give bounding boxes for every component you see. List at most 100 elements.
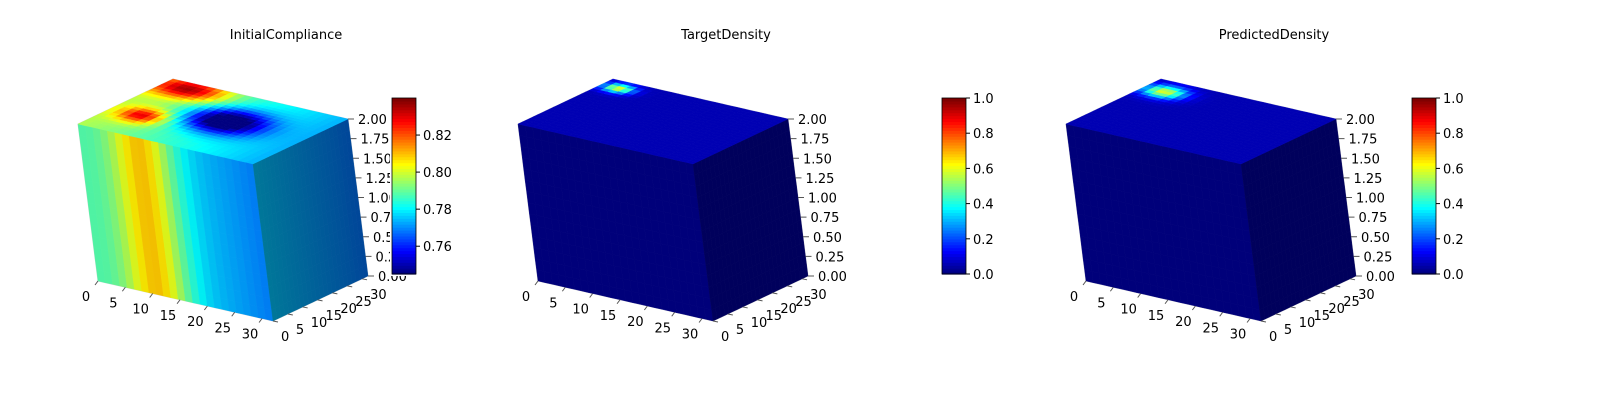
- colorbar-frame: [391, 97, 417, 275]
- colorbar-step: [392, 203, 416, 208]
- colorbar-step: [392, 100, 416, 105]
- colorbar-step: [392, 218, 416, 222]
- y-tick-label: 30: [810, 288, 827, 303]
- x-tick: [534, 280, 539, 286]
- colorbar-step: [392, 147, 416, 152]
- z-tick-label: 1.00: [1356, 192, 1385, 207]
- colorbar-step: [392, 177, 416, 181]
- colorbar-step: [392, 130, 416, 134]
- y-tick: [742, 306, 748, 309]
- colorbar-step: [392, 142, 416, 146]
- z-tick-label: 1.50: [1351, 152, 1380, 167]
- colorbar-step: [392, 109, 416, 114]
- z-tick-label: 2.00: [1346, 113, 1375, 128]
- colorbar-step: [392, 168, 416, 172]
- colorbar-step: [392, 115, 416, 120]
- colorbar-step: [392, 112, 416, 117]
- y-tick: [317, 299, 323, 302]
- y-tick: [1335, 285, 1341, 288]
- y-tick-label: 0: [1269, 330, 1277, 345]
- x-tick-label: 0: [522, 290, 530, 305]
- colorbar-tick-label: 0.2: [1443, 233, 1464, 248]
- colorbar-step: [392, 150, 416, 155]
- colorbar-step: [392, 197, 416, 202]
- colorbar-step: [392, 230, 416, 234]
- y-tick-label: 0: [281, 330, 289, 345]
- x-tick: [1191, 305, 1196, 311]
- x-tick: [258, 318, 263, 323]
- colorbar-step: [1412, 98, 1436, 102]
- colorbar-step: [392, 165, 416, 169]
- colorbar-step: [392, 98, 416, 102]
- x-tick-label: 5: [1097, 296, 1105, 311]
- colorbar-step: [392, 247, 416, 252]
- colorbar-step: [392, 156, 416, 161]
- colorbar-step: [392, 180, 416, 184]
- colorbar-step: [392, 253, 416, 257]
- colorbar-tick-label: 0.6: [973, 162, 994, 177]
- y-tick: [1320, 292, 1326, 295]
- colorbar-step: [392, 171, 416, 175]
- x-tick: [589, 293, 594, 298]
- voxel-volume: [77, 78, 369, 322]
- x-tick: [149, 293, 154, 298]
- colorbar-step: [392, 250, 416, 255]
- z-tick-label: 1.00: [808, 192, 837, 207]
- x-tick: [231, 311, 236, 317]
- x-tick: [121, 286, 126, 292]
- chart-title: PredictedDensity: [1219, 28, 1330, 43]
- colorbar-step: [392, 124, 416, 128]
- colorbar-step: [392, 194, 416, 199]
- x-tick-label: 30: [242, 328, 259, 343]
- y-tick: [332, 292, 338, 295]
- x-tick-label: 15: [600, 309, 617, 324]
- colorbar: 0.76 0.78 0.80 0.82: [390, 96, 452, 276]
- x-tick: [1109, 286, 1114, 292]
- x-tick-label: 25: [654, 321, 671, 336]
- x-tick-label: 5: [549, 296, 557, 311]
- colorbar-step: [392, 162, 416, 167]
- y-tick: [1305, 299, 1311, 302]
- y-tick: [1349, 278, 1356, 281]
- colorbar-tick-label: 0.6: [1443, 162, 1464, 177]
- x-tick-label: 15: [1148, 309, 1165, 324]
- colorbar-step: [392, 238, 416, 243]
- x-tick: [561, 286, 566, 292]
- x-tick: [1137, 293, 1142, 298]
- z-tick-label: 1.25: [366, 172, 395, 187]
- y-tick: [1260, 320, 1267, 323]
- colorbar-step: [392, 118, 416, 123]
- y-tick: [801, 278, 808, 281]
- colorbar-tick-label: 0.80: [423, 166, 452, 181]
- y-tick-label: 5: [1284, 323, 1292, 338]
- colorbar-step: [392, 186, 416, 190]
- chart-title: TargetDensity: [680, 28, 771, 43]
- colorbar-step: [392, 153, 416, 158]
- colorbar-step: [392, 174, 416, 178]
- colorbar-step: [392, 262, 416, 266]
- chart-title: InitialCompliance: [230, 28, 343, 43]
- colorbar-step: [392, 188, 416, 193]
- y-tick-label: 5: [736, 323, 744, 338]
- y-tick-label: 30: [370, 288, 387, 303]
- colorbar-tick-label: 0.4: [973, 198, 994, 213]
- colorbar-step: [392, 241, 416, 246]
- colorbar-tick-label: 1.0: [973, 92, 994, 107]
- colorbar: 0.0 0.2 0.4 0.6 0.8 1.0: [1410, 92, 1464, 283]
- x-tick-label: 20: [627, 315, 644, 330]
- z-tick-label: 1.25: [806, 172, 835, 187]
- z-tick-label: 0.75: [1359, 211, 1388, 226]
- colorbar-tick-label: 0.0: [1443, 268, 1464, 283]
- colorbar-tick-label: 0.0: [973, 268, 994, 283]
- colorbar-step: [392, 232, 416, 237]
- z-tick-label: 0.50: [813, 231, 842, 246]
- colorbar-step: [392, 227, 416, 231]
- colorbar-step: [392, 191, 416, 196]
- z-tick-label: 2.00: [358, 113, 387, 128]
- colorbar-tick-label: 0.4: [1443, 198, 1464, 213]
- colorbar-step: [392, 103, 416, 108]
- y-tick: [787, 285, 793, 288]
- z-tick-label: 1.50: [803, 152, 832, 167]
